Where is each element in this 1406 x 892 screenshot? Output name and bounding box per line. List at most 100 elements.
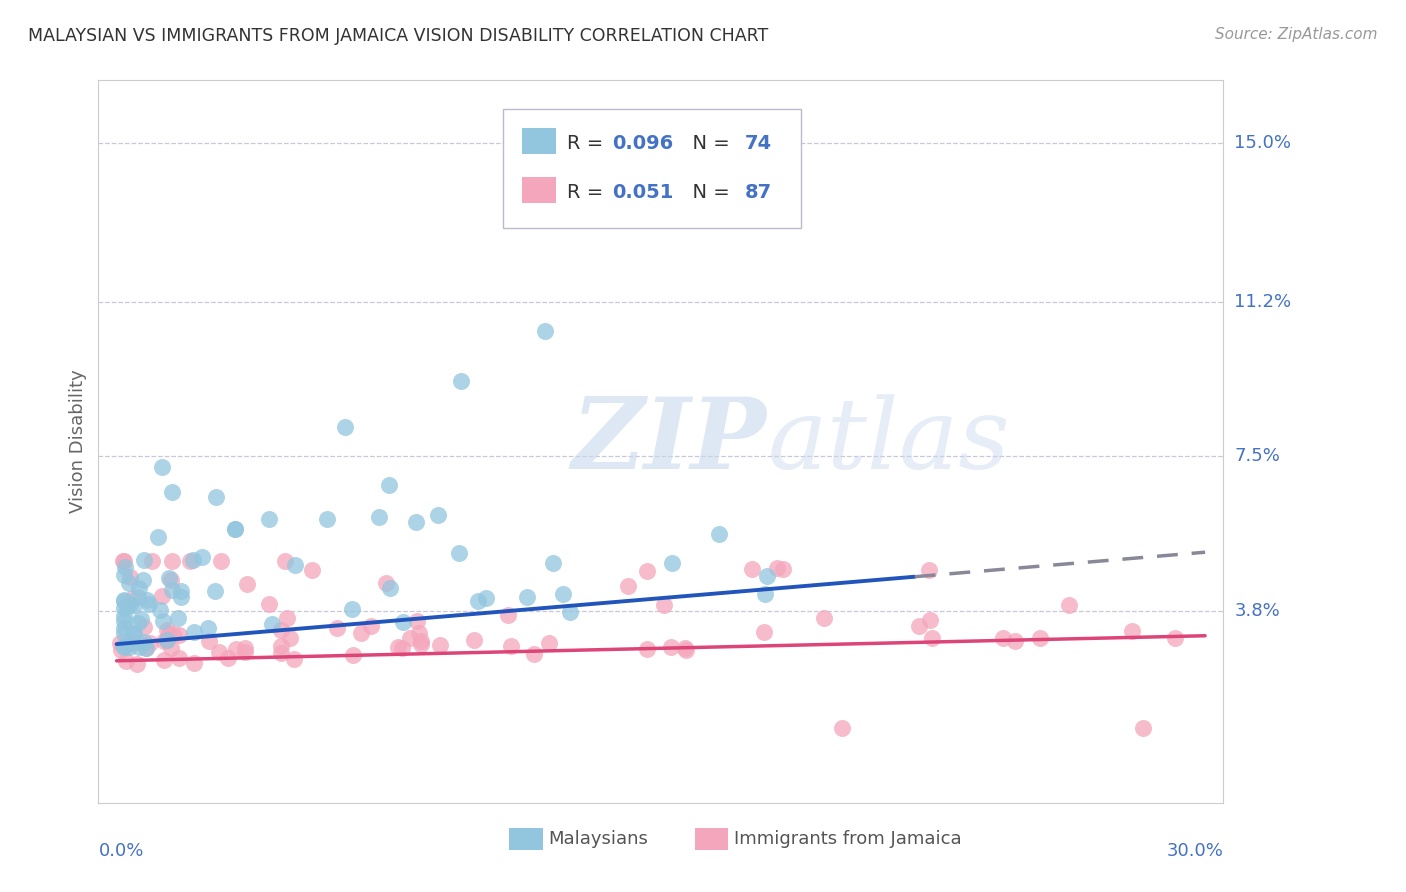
Point — [831, 721, 853, 735]
Point — [278, 632, 301, 646]
FancyBboxPatch shape — [695, 828, 728, 850]
Text: 74: 74 — [745, 134, 772, 153]
Point — [179, 553, 201, 567]
Point — [114, 559, 136, 574]
Point — [1163, 631, 1185, 645]
Point — [170, 590, 193, 604]
Point — [127, 634, 149, 648]
Point — [516, 590, 538, 604]
Point — [533, 324, 555, 338]
Point — [378, 581, 401, 595]
Point — [156, 624, 179, 638]
Text: 87: 87 — [745, 183, 772, 202]
FancyBboxPatch shape — [523, 178, 557, 203]
Point — [150, 589, 173, 603]
Point — [152, 634, 174, 648]
Point — [139, 636, 162, 650]
Point — [167, 610, 190, 624]
Point — [112, 594, 135, 608]
Point — [112, 608, 135, 623]
Point — [270, 639, 292, 653]
Point — [122, 591, 145, 605]
Point — [766, 561, 789, 575]
Point — [208, 645, 231, 659]
Text: 30.0%: 30.0% — [1167, 842, 1223, 860]
Point — [132, 620, 155, 634]
Point — [118, 570, 141, 584]
Point — [316, 512, 339, 526]
Point — [135, 640, 157, 655]
Point — [159, 574, 181, 588]
Point — [134, 552, 156, 566]
Point — [157, 627, 180, 641]
Point — [387, 640, 409, 655]
FancyBboxPatch shape — [509, 828, 543, 850]
Point — [772, 562, 794, 576]
Point — [908, 619, 931, 633]
Point — [167, 628, 190, 642]
Point — [183, 624, 205, 639]
Point — [1004, 634, 1026, 648]
Point — [284, 558, 307, 573]
Text: Immigrants from Jamaica: Immigrants from Jamaica — [734, 830, 962, 848]
Point — [326, 622, 349, 636]
Point — [675, 642, 697, 657]
Point — [141, 553, 163, 567]
Point — [190, 550, 212, 565]
Point — [112, 553, 135, 567]
Point — [707, 527, 730, 541]
Point — [135, 641, 157, 656]
Point — [112, 640, 135, 654]
Point — [409, 633, 432, 648]
Point — [205, 491, 228, 505]
Text: N =: N = — [681, 134, 735, 153]
Point — [755, 569, 778, 583]
Text: 0.051: 0.051 — [613, 183, 673, 202]
Point — [474, 591, 496, 606]
Point — [270, 623, 292, 637]
Point — [377, 478, 399, 492]
Text: 0.096: 0.096 — [613, 134, 673, 153]
Point — [301, 562, 323, 576]
Point — [661, 556, 683, 570]
Point — [467, 593, 489, 607]
Text: N =: N = — [681, 183, 735, 202]
Point — [153, 652, 176, 666]
Text: Malaysians: Malaysians — [548, 830, 648, 848]
Point — [233, 640, 256, 655]
Point — [991, 631, 1014, 645]
Point — [659, 640, 682, 654]
Point — [160, 553, 183, 567]
Point — [342, 602, 364, 616]
Text: 3.8%: 3.8% — [1234, 602, 1279, 620]
Y-axis label: Vision Disability: Vision Disability — [69, 369, 87, 514]
Point — [112, 592, 135, 607]
Text: R =: R = — [568, 134, 610, 153]
Point — [162, 627, 184, 641]
Point — [181, 553, 204, 567]
Point — [1057, 599, 1080, 613]
Point — [198, 634, 221, 648]
Point — [1029, 631, 1052, 645]
Point — [131, 612, 153, 626]
Text: 7.5%: 7.5% — [1234, 447, 1281, 465]
FancyBboxPatch shape — [503, 109, 801, 228]
Point — [429, 638, 451, 652]
Point — [112, 567, 135, 582]
Point — [333, 420, 356, 434]
Point — [131, 573, 153, 587]
Point — [408, 625, 430, 640]
Point — [127, 616, 149, 631]
Point — [262, 617, 284, 632]
Point — [693, 207, 716, 221]
Point — [150, 459, 173, 474]
Point — [754, 587, 776, 601]
Point — [156, 632, 179, 647]
Point — [637, 641, 659, 656]
Point — [450, 374, 472, 388]
Point — [115, 599, 138, 614]
Point — [541, 556, 564, 570]
Point — [652, 598, 675, 612]
Point — [162, 582, 184, 597]
Point — [233, 645, 256, 659]
